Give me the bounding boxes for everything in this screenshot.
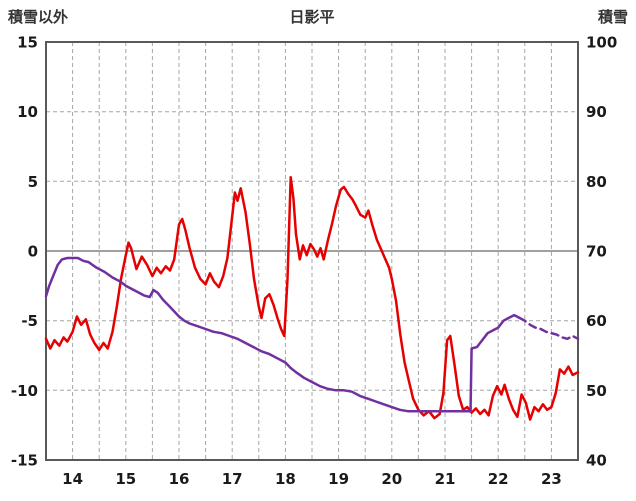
- x-axis-tick: 15: [115, 470, 136, 488]
- x-axis-tick: 18: [275, 470, 296, 488]
- left-axis-tick: 0: [28, 243, 38, 261]
- left-axis-tick: -10: [11, 382, 38, 400]
- chart-title: 日影平: [289, 8, 334, 26]
- right-axis-tick: 50: [586, 382, 607, 400]
- plot-border: [45, 41, 579, 461]
- x-axis-tick: 16: [169, 470, 190, 488]
- x-axis-tick: 14: [62, 470, 83, 488]
- right-axis-title: 積雪: [597, 8, 628, 26]
- right-axis-tick: 60: [586, 312, 607, 330]
- x-axis-tick: 22: [488, 470, 509, 488]
- x-axis-tick: 19: [328, 470, 349, 488]
- right-axis-tick: 80: [586, 173, 607, 191]
- right-axis-tick: 40: [586, 452, 607, 470]
- left-axis-tick: 5: [28, 173, 38, 191]
- right-axis-tick: 70: [586, 243, 607, 261]
- left-axis-tick: -5: [21, 312, 38, 330]
- right-axis-tick: 100: [586, 34, 617, 52]
- x-axis-tick: 17: [222, 470, 243, 488]
- red-series-line: [44, 175, 580, 421]
- x-axis-tick: 20: [381, 470, 402, 488]
- right-axis-tick: 90: [586, 103, 607, 121]
- purple-series-line-dashed: [518, 316, 580, 341]
- left-axis-title: 積雪以外: [7, 8, 68, 26]
- x-axis-tick: 23: [541, 470, 562, 488]
- left-axis-tick: 10: [17, 103, 38, 121]
- purple-series-line: [44, 256, 521, 413]
- left-axis-tick: 15: [17, 34, 38, 52]
- x-axis-tick: 21: [435, 470, 456, 488]
- left-axis-tick: -15: [11, 452, 38, 470]
